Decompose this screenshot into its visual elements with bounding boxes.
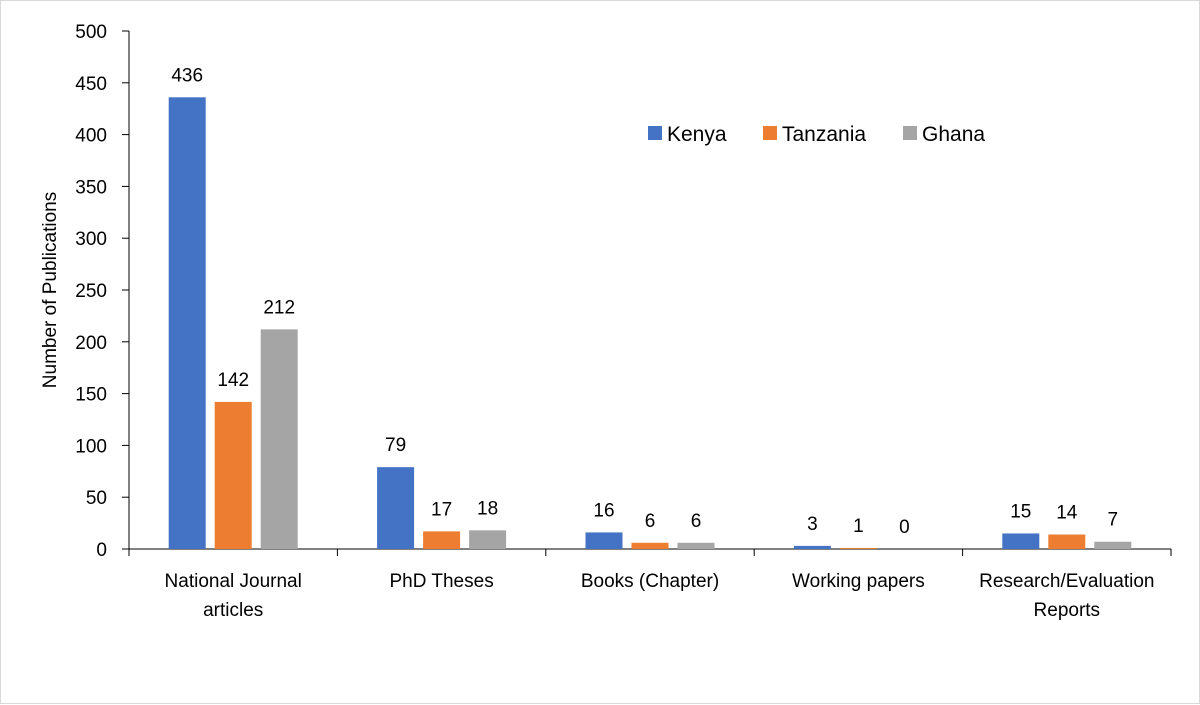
y-tick-label: 300 <box>75 229 107 250</box>
bar-kenya-3 <box>793 545 831 549</box>
y-tick-label: 100 <box>75 436 107 457</box>
data-label-ghana-0: 212 <box>263 297 295 318</box>
y-axis-title: Number of Publications <box>40 192 61 388</box>
bar-ghana-1 <box>469 530 507 549</box>
data-label-kenya-2: 16 <box>593 500 614 521</box>
legend-label-tanzania: Tanzania <box>782 123 866 146</box>
legend-label-ghana: Ghana <box>922 123 985 146</box>
bars <box>168 97 1132 549</box>
data-label-kenya-0: 436 <box>171 65 203 86</box>
data-label-ghana-1: 18 <box>477 498 498 519</box>
data-label-kenya-4: 15 <box>1010 501 1031 522</box>
bar-kenya-2 <box>585 532 623 549</box>
data-label-tanzania-1: 17 <box>431 499 452 520</box>
bar-tanzania-3 <box>839 547 877 549</box>
bar-tanzania-2 <box>631 542 669 549</box>
y-tick-label: 200 <box>75 333 107 354</box>
legend-label-kenya: Kenya <box>667 123 727 146</box>
category-label-3: Working papers <box>792 571 925 592</box>
y-tick-label: 50 <box>86 488 107 509</box>
data-label-ghana-2: 6 <box>691 511 702 532</box>
category-label-1: PhD Theses <box>389 571 493 592</box>
y-tick-label: 150 <box>75 385 107 406</box>
bar-ghana-2 <box>677 542 715 549</box>
y-tick-label: 450 <box>75 74 107 95</box>
bar-tanzania-1 <box>423 531 461 549</box>
bar-kenya-0 <box>168 97 206 549</box>
category-label-2: Books (Chapter) <box>581 571 719 592</box>
category-labels: National Journal articles PhD Theses Books … <box>165 571 1155 621</box>
data-label-kenya-3: 3 <box>807 514 818 535</box>
bar-kenya-4 <box>1002 533 1040 549</box>
y-axis-title-group: Number of Publications <box>40 192 61 388</box>
category-label-4: Research/Evaluation Reports <box>979 571 1154 621</box>
bar-kenya-1 <box>377 467 415 549</box>
y-tick-label: 400 <box>75 126 107 147</box>
y-tick-label: 350 <box>75 177 107 198</box>
data-labels: 436 142 212 79 17 18 16 6 6 3 1 0 15 14 7 <box>171 65 1118 538</box>
legend-swatch-tanzania <box>763 126 777 140</box>
y-tick-label: 0 <box>96 540 107 561</box>
data-label-tanzania-2: 6 <box>645 511 656 532</box>
category-label-0: National Journal articles <box>165 571 302 621</box>
data-label-ghana-4: 7 <box>1108 510 1119 531</box>
legend: Kenya Tanzania Ghana <box>648 123 985 146</box>
bar-ghana-4 <box>1094 541 1132 549</box>
data-label-kenya-1: 79 <box>385 435 406 456</box>
data-label-ghana-3: 0 <box>899 517 910 538</box>
data-label-tanzania-3: 1 <box>853 516 864 537</box>
bar-tanzania-4 <box>1048 534 1086 549</box>
y-tick-label: 250 <box>75 281 107 302</box>
legend-swatch-ghana <box>903 126 917 140</box>
y-axis-ticks: 0 50 100 150 200 250 300 350 400 450 500 <box>75 22 129 561</box>
bar-tanzania-0 <box>214 401 252 549</box>
data-label-tanzania-4: 14 <box>1056 502 1078 523</box>
y-tick-label: 500 <box>75 22 107 43</box>
legend-swatch-kenya <box>648 126 662 140</box>
bar-ghana-0 <box>260 329 298 549</box>
data-label-tanzania-0: 142 <box>217 370 249 391</box>
